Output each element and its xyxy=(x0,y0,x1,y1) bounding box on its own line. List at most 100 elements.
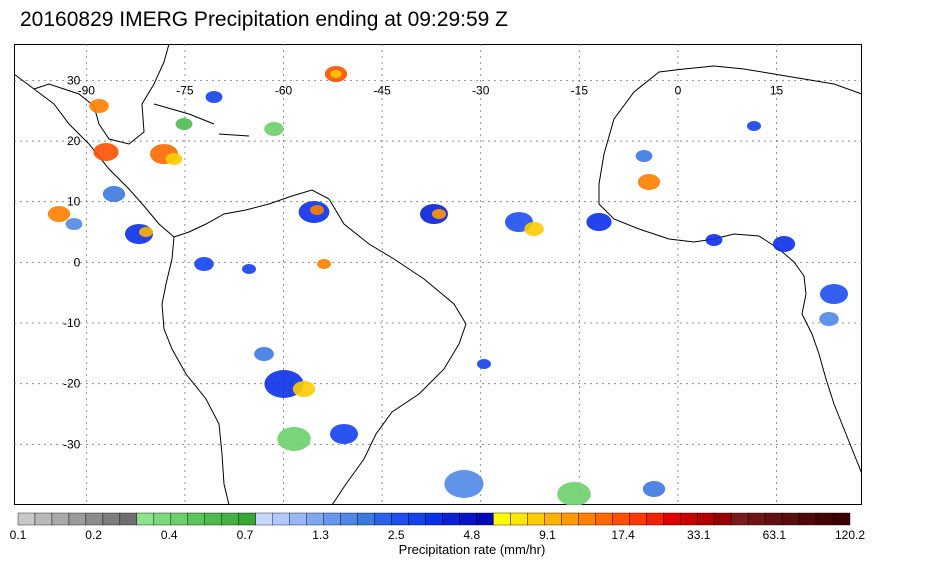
coastline-south-america xyxy=(161,189,467,505)
precip-cell xyxy=(165,153,183,165)
precip-cell xyxy=(254,347,274,361)
colorbar-swatch xyxy=(781,512,800,526)
colorbar-swatch xyxy=(442,512,460,526)
colorbar-swatch xyxy=(680,512,698,526)
colorbar-swatch xyxy=(696,512,715,526)
lon-tick-label: -15 xyxy=(571,83,589,97)
colorbar-tick-labels: 0.1 0.2 0.4 0.7 1.3 2.5 4.8 9.1 17.4 33.1 63.1 120.… xyxy=(10,528,866,542)
colorbar-swatch xyxy=(408,512,426,526)
tick-labels: -90 -75 -60 -45 -30 -15 0 15 30 20 10 0 -10 -20 -30 xyxy=(63,73,784,451)
coastline-gulf xyxy=(33,44,170,145)
colorbar-tick-label: 4.8 xyxy=(463,528,480,542)
map-frame xyxy=(14,44,862,505)
colorbar-tick-label: 0.1 xyxy=(10,528,27,542)
colorbar-swatch xyxy=(272,512,290,526)
colorbar-swatch xyxy=(119,512,138,526)
colorbar-swatch xyxy=(646,512,664,526)
colorbar-tick-label: 0.4 xyxy=(161,528,178,542)
precip-cell xyxy=(175,118,193,130)
lon-tick-label: -90 xyxy=(78,83,96,97)
precip-cell xyxy=(330,70,342,78)
colorbar: 0.1 0.2 0.4 0.7 1.3 2.5 4.8 9.1 17.4 33.1 63.1 120.… xyxy=(10,512,866,542)
precip-cell xyxy=(820,284,848,304)
colorbar-swatch xyxy=(187,512,205,526)
colorbar-swatch xyxy=(561,512,579,526)
colorbar-swatch xyxy=(17,512,36,526)
lon-tick-label: -45 xyxy=(373,83,391,97)
precip-cell xyxy=(524,222,544,236)
colorbar-swatch xyxy=(815,512,834,526)
precip-cell xyxy=(557,482,591,505)
colorbar-swatch xyxy=(374,512,392,526)
colorbar-swatch xyxy=(730,512,749,526)
colorbar-swatch xyxy=(102,512,121,526)
precip-cell xyxy=(642,481,666,497)
colorbar-tick-label: 0.2 xyxy=(85,528,102,542)
colorbar-swatch xyxy=(476,512,494,526)
colorbar-swatch xyxy=(798,512,817,526)
lat-tick-label: 30 xyxy=(67,73,81,87)
coastline-hispaniola xyxy=(218,133,250,137)
colorbar-swatch xyxy=(51,512,70,526)
coastline-africa xyxy=(598,65,862,475)
colorbar-swatch xyxy=(34,512,53,526)
precip-cell xyxy=(637,174,661,190)
colorbar-swatch xyxy=(747,512,766,526)
precip-cell xyxy=(264,122,284,136)
precip-cell xyxy=(310,205,324,215)
precip-cell xyxy=(93,143,119,161)
colorbar-swatch xyxy=(255,512,273,526)
colorbar-swatch xyxy=(357,512,375,526)
colorbar-swatch xyxy=(204,512,222,526)
colorbar-swatch xyxy=(238,512,256,526)
colorbar-swatch xyxy=(136,512,155,526)
precip-cell xyxy=(819,312,839,326)
precip-cell xyxy=(194,257,214,271)
lat-tick-label: -10 xyxy=(63,316,81,330)
lat-tick-label: -30 xyxy=(63,437,81,451)
precip-cell xyxy=(47,206,71,222)
colorbar-swatch xyxy=(153,512,172,526)
colorbar-swatch xyxy=(544,512,562,526)
colorbar-swatch xyxy=(289,512,307,526)
colorbar-swatch xyxy=(340,512,358,526)
colorbar-swatch xyxy=(425,512,443,526)
colorbar-tick-label: 17.4 xyxy=(611,528,635,542)
precip-cell xyxy=(477,359,491,369)
precipitation-map: -90 -75 -60 -45 -30 -15 0 15 30 20 10 0 -10 -20 -30 xyxy=(14,44,862,505)
colorbar-label: Precipitation rate (mm/hr) xyxy=(398,542,546,557)
colorbar-swatch xyxy=(391,512,409,526)
precip-cell xyxy=(772,236,796,252)
precip-cell xyxy=(432,209,446,219)
colorbar-swatch xyxy=(323,512,341,526)
precip-cell xyxy=(635,150,653,162)
lon-tick-label: 0 xyxy=(675,83,682,97)
lon-tick-label: -75 xyxy=(176,83,194,97)
precip-cell xyxy=(317,259,331,269)
colorbar-swatch xyxy=(629,512,647,526)
colorbar-swatch xyxy=(170,512,188,526)
lat-tick-label: -20 xyxy=(63,377,81,391)
precip-cell xyxy=(292,381,316,397)
graticule xyxy=(14,44,862,505)
colorbar-tick-label: 1.3 xyxy=(312,528,329,542)
precip-cell xyxy=(139,227,153,237)
colorbar-swatch xyxy=(713,512,732,526)
colorbar-swatch xyxy=(527,512,545,526)
precip-cell xyxy=(747,121,761,131)
colorbar-swatch xyxy=(459,512,477,526)
colorbar-tick-label: 2.5 xyxy=(388,528,405,542)
colorbar-tick-label: 63.1 xyxy=(763,528,787,542)
precip-cell xyxy=(242,264,256,274)
colorbar-swatch xyxy=(493,512,511,526)
precip-cell xyxy=(205,91,223,103)
precip-cell xyxy=(89,99,109,113)
lon-tick-label: -60 xyxy=(275,83,293,97)
precip-cell xyxy=(705,234,723,246)
precip-cell xyxy=(65,218,83,230)
colorbar-swatch xyxy=(68,512,87,526)
precipitation-cells xyxy=(47,66,848,505)
colorbar-tick-label: 120.2 xyxy=(835,528,865,542)
lat-tick-label: 20 xyxy=(67,134,81,148)
colorbar-swatch xyxy=(221,512,239,526)
